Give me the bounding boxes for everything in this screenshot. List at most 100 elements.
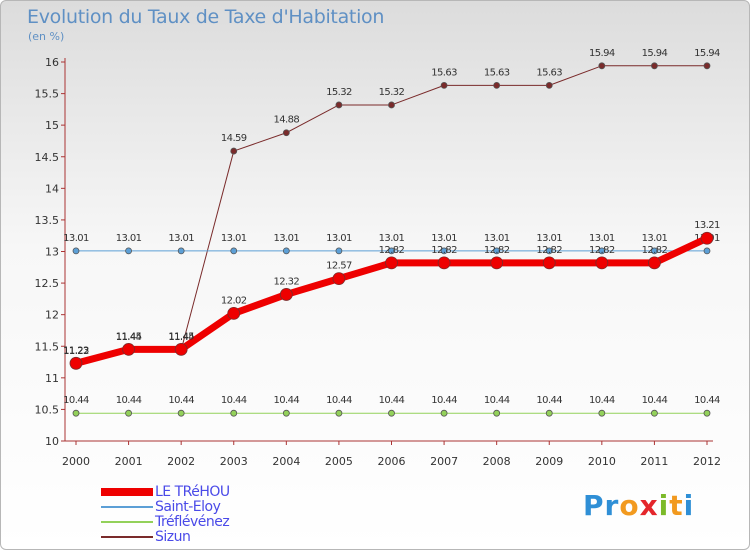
y-tick-label: 11.5	[35, 340, 60, 353]
y-tick-label: 14	[45, 182, 59, 195]
data-point-sizun	[493, 81, 501, 89]
data-point-tr-fl-v-nez	[440, 409, 448, 417]
data-label-sizun: 15.32	[379, 87, 405, 98]
data-label-tr-fl-v-nez: 10.44	[536, 395, 562, 406]
data-point-saint-eloy	[177, 247, 185, 255]
logo-letter: x	[639, 489, 659, 522]
data-label-le-tr-hou: 12.82	[484, 245, 510, 256]
data-point-le-tr-hou	[69, 356, 83, 370]
legend-label: Tréflévénez	[155, 514, 230, 530]
logo-letter: i	[683, 489, 695, 522]
data-point-sizun	[545, 81, 553, 89]
y-tick-label: 11	[45, 372, 59, 385]
logo-letter: o	[619, 489, 640, 522]
data-point-tr-fl-v-nez	[651, 409, 658, 417]
data-point-le-tr-hou	[490, 256, 504, 270]
data-label-sizun: 11.22	[63, 346, 89, 357]
data-point-le-tr-hou	[174, 343, 188, 356]
chart-title: Evolution du Taux de Taxe d'Habitation	[27, 6, 385, 28]
data-label-sizun: 15.63	[536, 67, 562, 78]
data-point-saint-eloy	[703, 247, 711, 255]
data-label-sizun: 15.63	[431, 67, 457, 78]
data-point-tr-fl-v-nez	[493, 409, 501, 417]
y-tick-label: 16	[45, 56, 59, 69]
y-tick-label: 13	[45, 246, 59, 259]
x-tick-label: 2000	[62, 455, 90, 468]
legend-swatch	[101, 521, 153, 523]
data-label-le-tr-hou: 11.23	[63, 345, 89, 356]
data-label-saint-eloy: 13.01	[536, 233, 562, 244]
data-point-saint-eloy	[651, 247, 658, 255]
data-label-le-tr-hou: 11.45	[168, 331, 194, 342]
data-point-le-tr-hou	[227, 307, 241, 320]
data-label-tr-fl-v-nez: 10.44	[694, 395, 720, 406]
data-point-le-tr-hou	[437, 256, 451, 270]
data-point-tr-fl-v-nez	[72, 409, 80, 417]
data-point-tr-fl-v-nez	[230, 409, 238, 417]
x-tick-label: 2008	[483, 455, 511, 468]
y-tick-label: 12.5	[35, 277, 60, 290]
data-point-sizun	[388, 101, 395, 109]
data-label-le-tr-hou: 11.45	[116, 331, 142, 342]
data-point-sizun	[598, 62, 606, 70]
data-point-le-tr-hou	[648, 256, 661, 270]
data-label-le-tr-hou: 12.82	[379, 245, 405, 256]
y-tick-label: 15.5	[35, 88, 60, 101]
data-label-sizun: 14.59	[221, 133, 247, 144]
data-point-le-tr-hou	[595, 256, 609, 270]
data-label-le-tr-hou: 13.21	[694, 220, 720, 231]
x-tick-label: 2005	[325, 455, 353, 468]
data-point-sizun	[230, 147, 238, 155]
data-label-le-tr-hou: 12.82	[536, 245, 562, 256]
data-label-tr-fl-v-nez: 10.44	[221, 395, 247, 406]
data-label-le-tr-hou: 12.57	[326, 261, 352, 272]
x-tick-label: 2004	[272, 455, 300, 468]
data-point-saint-eloy	[335, 247, 343, 255]
proxiti-logo: Proxiti	[583, 489, 694, 522]
data-label-saint-eloy: 13.01	[326, 233, 352, 244]
data-point-saint-eloy	[493, 247, 501, 255]
x-tick-label: 2001	[115, 455, 143, 468]
data-label-tr-fl-v-nez: 10.44	[642, 395, 668, 406]
logo-letter: P	[583, 489, 605, 522]
data-point-sizun	[335, 101, 343, 109]
y-tick-label: 15	[45, 119, 59, 132]
data-point-tr-fl-v-nez	[282, 409, 290, 417]
legend-swatch	[101, 536, 153, 538]
data-point-tr-fl-v-nez	[335, 409, 343, 417]
data-label-saint-eloy: 13.01	[63, 233, 89, 244]
data-label-tr-fl-v-nez: 10.44	[326, 395, 352, 406]
x-tick-label: 2006	[378, 455, 406, 468]
data-point-saint-eloy	[282, 247, 290, 255]
data-point-sizun	[282, 129, 290, 137]
legend-swatch	[101, 506, 153, 508]
data-label-saint-eloy: 13.01	[379, 233, 405, 244]
data-label-sizun: 15.94	[642, 48, 668, 59]
data-label-saint-eloy: 13.01	[589, 233, 615, 244]
data-label-saint-eloy: 13.01	[642, 233, 668, 244]
data-point-saint-eloy	[440, 247, 448, 255]
data-label-sizun: 15.32	[326, 87, 352, 98]
legend-label: Saint-Eloy	[155, 499, 221, 515]
data-label-tr-fl-v-nez: 10.44	[589, 395, 615, 406]
chart-subtitle: (en %)	[28, 30, 65, 43]
data-point-saint-eloy	[230, 247, 238, 255]
data-label-saint-eloy: 13.01	[431, 233, 457, 244]
y-tick-label: 13.5	[35, 214, 60, 227]
data-label-sizun: 11.44	[116, 332, 142, 343]
data-label-tr-fl-v-nez: 10.44	[274, 395, 300, 406]
x-tick-label: 2003	[220, 455, 248, 468]
data-point-sizun	[703, 62, 711, 70]
data-label-sizun: 15.94	[589, 48, 615, 59]
data-point-tr-fl-v-nez	[545, 409, 553, 417]
x-tick-label: 2007	[430, 455, 458, 468]
data-point-tr-fl-v-nez	[388, 409, 395, 417]
series-line-sizun	[75, 65, 708, 365]
x-tick-label: 2011	[640, 455, 668, 468]
data-label-le-tr-hou: 12.82	[642, 245, 668, 256]
data-point-sizun	[440, 81, 448, 89]
data-label-tr-fl-v-nez: 10.44	[431, 395, 457, 406]
data-label-tr-fl-v-nez: 10.44	[63, 395, 89, 406]
data-label-sizun: 11.44	[168, 332, 194, 343]
